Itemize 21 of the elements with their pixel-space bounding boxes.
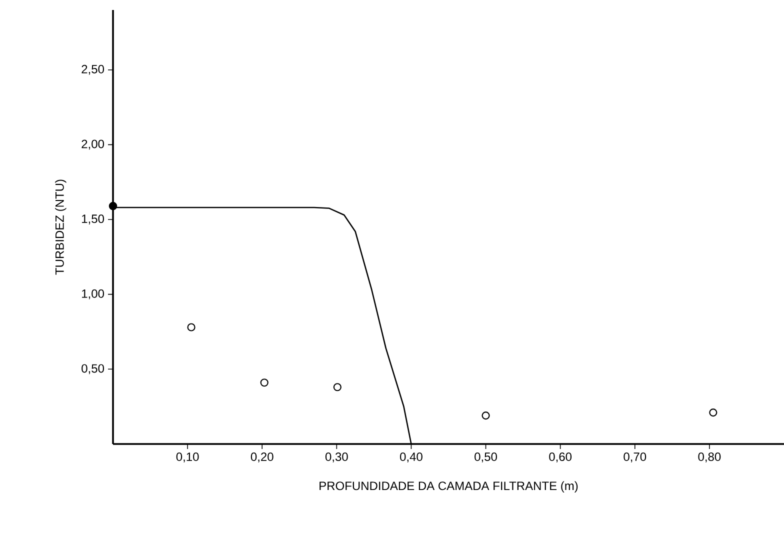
y-axis-title: TURBIDEZ (NTU) xyxy=(55,180,66,275)
x-tick-label: 0,50 xyxy=(474,452,497,462)
y-tick-label: 0,50 xyxy=(82,364,104,374)
x-tick-label: 0,40 xyxy=(400,452,422,462)
x-tick-label: 0,30 xyxy=(325,452,348,462)
y-tick-label: 1,50 xyxy=(82,214,104,224)
point xyxy=(260,378,268,387)
point xyxy=(108,202,118,210)
x-axis-title: PROFUNDIDADE DA CAMADA FILTRANTE (m) xyxy=(320,481,578,492)
point xyxy=(187,323,196,332)
x-tick-label: 0,20 xyxy=(250,452,274,462)
x-tick-label: 0,60 xyxy=(549,452,572,462)
x-tick-label: 0,10 xyxy=(176,452,199,462)
x-tick-label: 0,80 xyxy=(698,452,721,462)
y-tick-label: 1,00 xyxy=(82,289,104,300)
y-tick-label: 2,50 xyxy=(82,64,104,75)
y-tick-label: 2,00 xyxy=(82,140,104,150)
point xyxy=(709,408,718,417)
point xyxy=(333,383,342,392)
point xyxy=(482,412,490,420)
x-tick-label: 0,70 xyxy=(624,452,646,462)
